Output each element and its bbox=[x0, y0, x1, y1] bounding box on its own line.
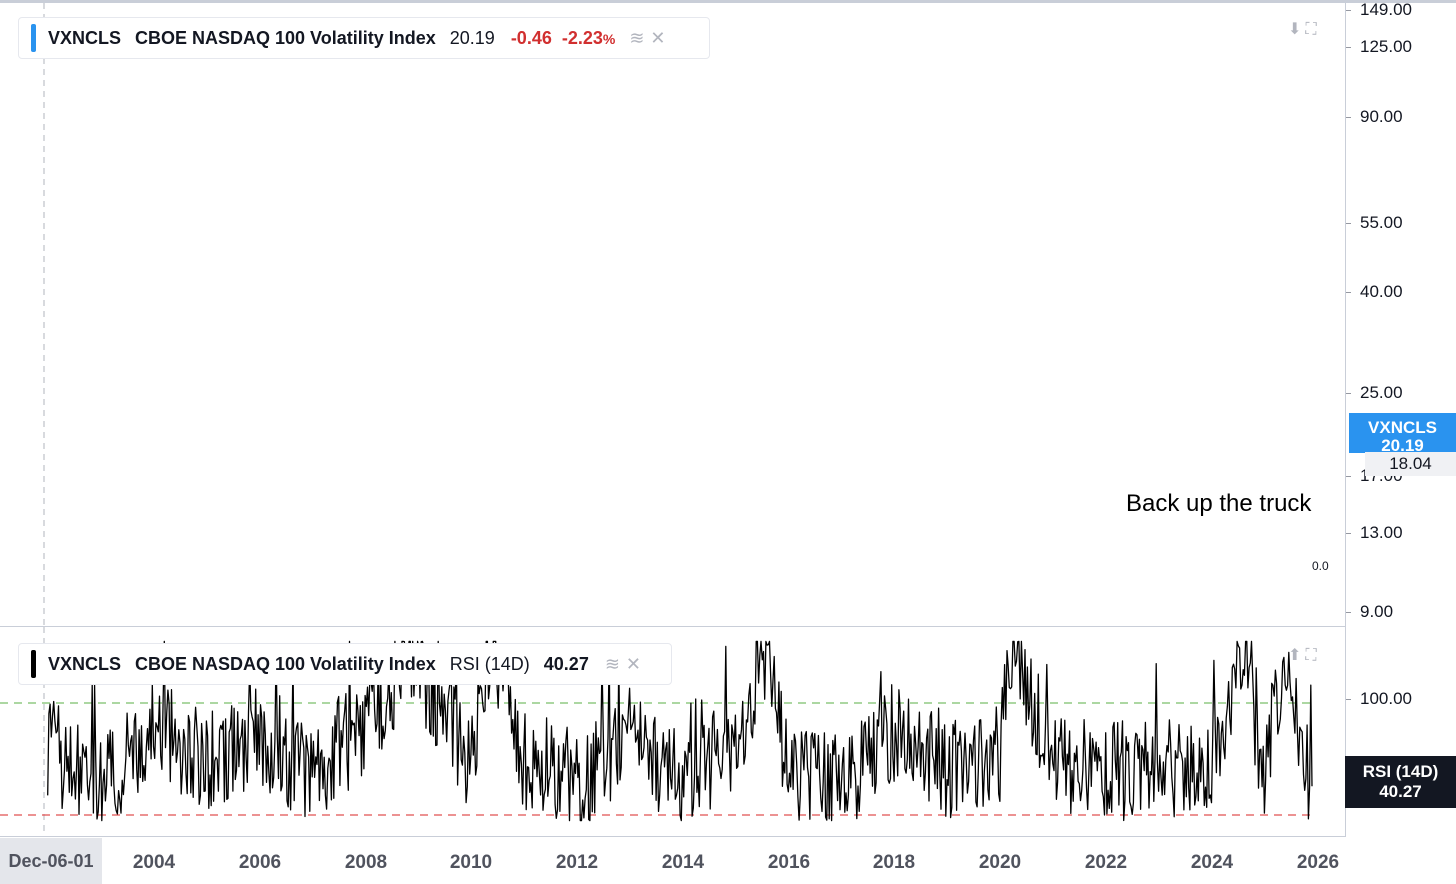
rsi-tick: 100.00 bbox=[1346, 689, 1412, 708]
x-tick: 2008 bbox=[344, 852, 388, 873]
maximize-icon[interactable]: ⛶ bbox=[1305, 21, 1321, 38]
x-tick: 2006 bbox=[238, 852, 282, 873]
x-tick: 2004 bbox=[132, 852, 176, 873]
rsi-legend-indicator: RSI (14D) bbox=[449, 653, 530, 674]
legend-change-pct: -2.23% bbox=[561, 27, 616, 48]
level-price-tag: 18.04 bbox=[1365, 452, 1456, 476]
layers-icon[interactable]: ≋ bbox=[629, 27, 645, 48]
move-down-icon[interactable]: ⬇ bbox=[1288, 21, 1306, 38]
price-tick: 149.00 bbox=[1346, 0, 1412, 19]
crosshair-date-label: Dec-06-01 bbox=[0, 838, 102, 884]
x-tick: 2022 bbox=[1084, 852, 1128, 873]
x-tick: 2020 bbox=[978, 852, 1022, 873]
chart-annotation[interactable]: Back up the truck bbox=[1126, 490, 1312, 517]
x-tick: 2018 bbox=[872, 852, 916, 873]
layers-icon[interactable]: ≋ bbox=[604, 653, 620, 674]
rsi-legend-value: 40.27 bbox=[543, 653, 589, 674]
rsi-color-marker bbox=[31, 650, 36, 678]
price-tick: 125.00 bbox=[1346, 37, 1412, 56]
legend-value: 20.19 bbox=[449, 27, 495, 48]
x-tick: 2014 bbox=[661, 852, 705, 873]
price-pane[interactable] bbox=[0, 3, 1346, 627]
x-tick: 2026 bbox=[1296, 852, 1340, 873]
price-tick: 40.00 bbox=[1346, 282, 1403, 301]
top-border bbox=[0, 0, 1456, 3]
legend-change: -0.46 bbox=[510, 27, 552, 48]
price-tick: 55.00 bbox=[1346, 213, 1403, 232]
zero-label: 0.0 bbox=[1312, 559, 1329, 573]
legend-symbol: VXNCLS bbox=[48, 27, 122, 48]
rsi-legend-name: CBOE NASDAQ 100 Volatility Index bbox=[135, 653, 436, 674]
rsi-series-line bbox=[47, 640, 1313, 822]
move-up-icon[interactable]: ⬆ bbox=[1288, 647, 1306, 664]
price-chart[interactable] bbox=[0, 3, 1345, 626]
rsi-legend-symbol: VXNCLS bbox=[48, 653, 122, 674]
x-tick: 2012 bbox=[555, 852, 599, 873]
pane-controls-rsi[interactable]: ⬆⛶ bbox=[1288, 645, 1321, 665]
x-tick: 2024 bbox=[1190, 852, 1234, 873]
price-tick: 90.00 bbox=[1346, 107, 1403, 126]
maximize-icon[interactable]: ⛶ bbox=[1305, 647, 1321, 664]
last-price-tag: VXNCLS 20.19 bbox=[1349, 413, 1456, 453]
x-tick: 2010 bbox=[449, 852, 493, 873]
price-tick: 13.00 bbox=[1346, 523, 1403, 542]
legend-name: CBOE NASDAQ 100 Volatility Index bbox=[135, 27, 436, 48]
series-color-marker bbox=[31, 24, 36, 52]
price-tick: 25.00 bbox=[1346, 383, 1403, 402]
close-icon[interactable]: ✕ bbox=[625, 653, 642, 674]
rsi-value-tag: RSI (14D) 40.27 bbox=[1345, 756, 1456, 808]
pane-controls-main[interactable]: ⬇⛶ bbox=[1288, 19, 1321, 39]
close-icon[interactable]: ✕ bbox=[650, 27, 666, 48]
price-tick: 9.00 bbox=[1345, 602, 1394, 621]
price-legend[interactable]: VXNCLS CBOE NASDAQ 100 Volatility Index … bbox=[18, 17, 710, 59]
x-tick: 2016 bbox=[767, 852, 811, 873]
rsi-legend[interactable]: VXNCLS CBOE NASDAQ 100 Volatility Index … bbox=[18, 643, 672, 685]
